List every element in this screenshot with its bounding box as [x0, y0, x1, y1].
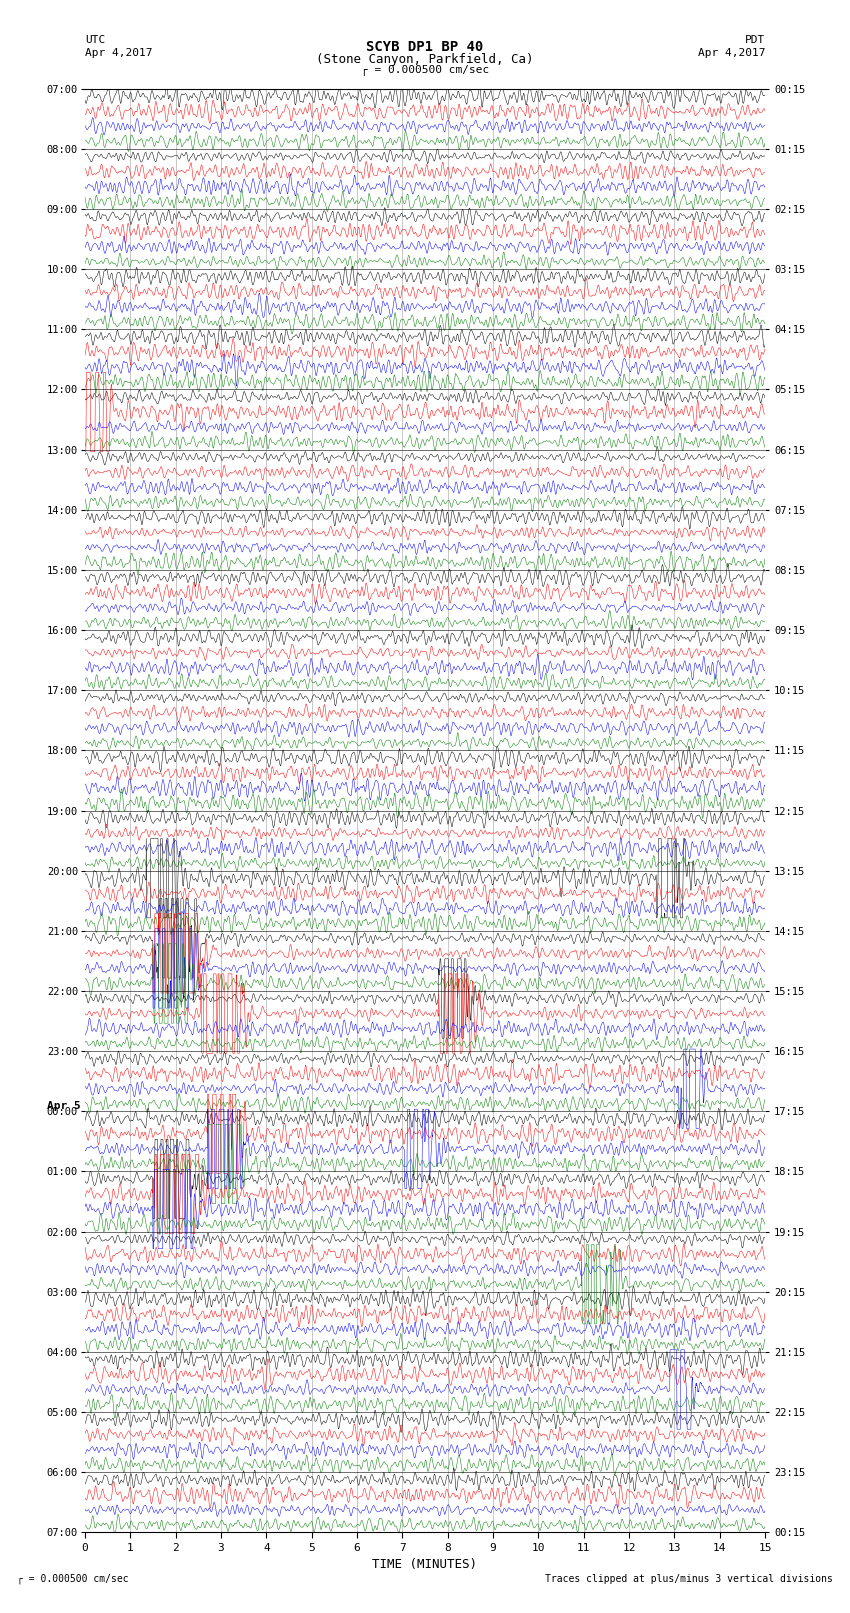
Text: Apr 4,2017: Apr 4,2017 — [698, 48, 765, 58]
Text: ┌ = 0.000500 cm/sec: ┌ = 0.000500 cm/sec — [17, 1573, 134, 1584]
Text: Apr 4,2017: Apr 4,2017 — [85, 48, 152, 58]
Text: SCYB DP1 BP 40: SCYB DP1 BP 40 — [366, 40, 484, 55]
Text: (Stone Canyon, Parkfield, Ca): (Stone Canyon, Parkfield, Ca) — [316, 53, 534, 66]
X-axis label: TIME (MINUTES): TIME (MINUTES) — [372, 1558, 478, 1571]
Text: UTC: UTC — [85, 35, 105, 45]
Text: ┌ = 0.000500 cm/sec: ┌ = 0.000500 cm/sec — [361, 65, 489, 76]
Text: Apr 5: Apr 5 — [47, 1102, 81, 1111]
Text: PDT: PDT — [745, 35, 765, 45]
Text: Traces clipped at plus/minus 3 vertical divisions: Traces clipped at plus/minus 3 vertical … — [545, 1574, 833, 1584]
